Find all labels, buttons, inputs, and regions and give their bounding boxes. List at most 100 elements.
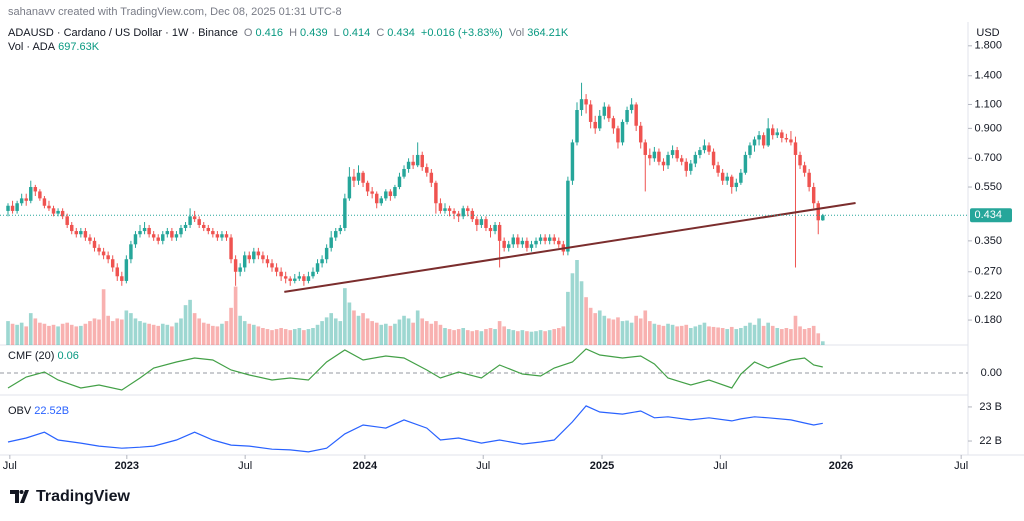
volume-bar	[438, 324, 443, 345]
candle-body	[188, 216, 192, 225]
candle-body	[734, 182, 739, 188]
ohlc-key: O	[243, 27, 253, 39]
volume-bar	[602, 315, 607, 345]
candle-body	[543, 237, 547, 241]
candle-body	[752, 139, 757, 146]
volume-bar	[420, 318, 425, 345]
candle-body	[466, 208, 470, 211]
volume-bar	[798, 326, 802, 345]
volume-bar	[534, 331, 538, 345]
candle-body	[684, 161, 688, 171]
candle-body	[798, 154, 802, 166]
cmf-last: 0.06	[57, 350, 79, 362]
volume-bar	[802, 329, 807, 345]
candle-body	[625, 110, 629, 122]
volume-bar	[147, 323, 151, 345]
candle-body	[429, 172, 434, 183]
volume-bar	[288, 330, 293, 345]
candle-body	[38, 191, 42, 199]
volume-bar	[693, 326, 698, 345]
ohlc-key: H	[289, 27, 298, 39]
last-price-label: 0.434	[974, 209, 1002, 221]
candle-body	[19, 198, 24, 204]
volume-bar	[443, 328, 447, 345]
candle-body	[725, 176, 729, 181]
x-tick-label: 2026	[829, 460, 853, 472]
volume-bar	[315, 324, 320, 345]
ohlc-key: L	[333, 27, 340, 39]
candle-body	[365, 182, 370, 192]
candle-body	[302, 276, 306, 281]
volume-bar	[79, 325, 83, 345]
volume-bar	[702, 322, 707, 345]
y-tick-label: 0.700	[974, 152, 1002, 164]
y-tick-label: 23 B	[979, 401, 1002, 413]
candle-body	[520, 240, 525, 245]
candle-body	[106, 255, 110, 260]
candle-body	[270, 263, 274, 268]
volume-bar	[402, 315, 406, 345]
volume-bar	[242, 321, 247, 345]
volume-bar	[634, 315, 638, 345]
cmf-legend: CMF (20) 0.06	[8, 350, 82, 362]
y-tick-label: 22 B	[979, 435, 1002, 447]
candle-body	[748, 145, 752, 155]
volume-bar	[511, 330, 516, 345]
candle-body	[629, 104, 634, 111]
candle-body	[406, 161, 411, 169]
candle-body	[83, 231, 88, 238]
candle-body	[657, 151, 661, 162]
symbol: ADAUSD · Cardano / US Dollar · 1W · Bina…	[8, 27, 238, 39]
candle-body	[92, 240, 97, 248]
candle-body	[766, 128, 770, 146]
currency-label: USD	[976, 27, 999, 39]
volume-bar	[725, 329, 730, 345]
candle-body	[593, 121, 597, 129]
volume-last: 697.63K	[58, 41, 100, 53]
volume-bar	[643, 310, 648, 345]
candle-body	[730, 176, 734, 188]
volume-bar	[333, 318, 338, 345]
candle-body	[324, 247, 329, 260]
candle-body	[224, 234, 229, 238]
candle-body	[88, 237, 92, 241]
volume-bar	[597, 310, 602, 345]
volume-bar	[493, 329, 497, 345]
trendline	[284, 202, 856, 293]
candle-body	[602, 106, 607, 116]
volume-bar	[179, 318, 183, 345]
candle-body	[129, 244, 133, 260]
candle-body	[229, 237, 233, 260]
candle-body	[279, 271, 283, 277]
candle-body	[10, 205, 15, 211]
volume-bar	[570, 273, 575, 345]
candle-body	[611, 118, 616, 129]
volume-bar	[716, 327, 720, 345]
y-tick-label: 0.220	[974, 290, 1002, 302]
candle-body	[484, 219, 488, 228]
candle-body	[470, 210, 475, 220]
candle-body	[443, 208, 447, 211]
candle-body	[247, 255, 251, 260]
volume-bar	[38, 322, 42, 345]
y-tick-label: 0.270	[974, 266, 1002, 278]
volume-bar	[119, 319, 124, 345]
volume-bar	[247, 323, 252, 345]
candle-body	[411, 161, 415, 166]
candle-body	[252, 251, 256, 260]
volume-bar	[338, 321, 343, 345]
volume-bar	[811, 325, 816, 345]
candle-body	[283, 276, 288, 279]
volume-bar	[397, 319, 402, 345]
volume-bar	[529, 331, 534, 345]
candle-body	[425, 167, 429, 173]
ohlc-value: 0.414	[342, 27, 371, 39]
volume-bar	[675, 326, 679, 345]
candle-body	[165, 231, 170, 235]
candle-body	[192, 216, 197, 220]
candle-body	[297, 276, 302, 279]
candle-body	[566, 180, 570, 252]
volume-bar	[220, 323, 224, 345]
volume-bar	[707, 326, 711, 345]
